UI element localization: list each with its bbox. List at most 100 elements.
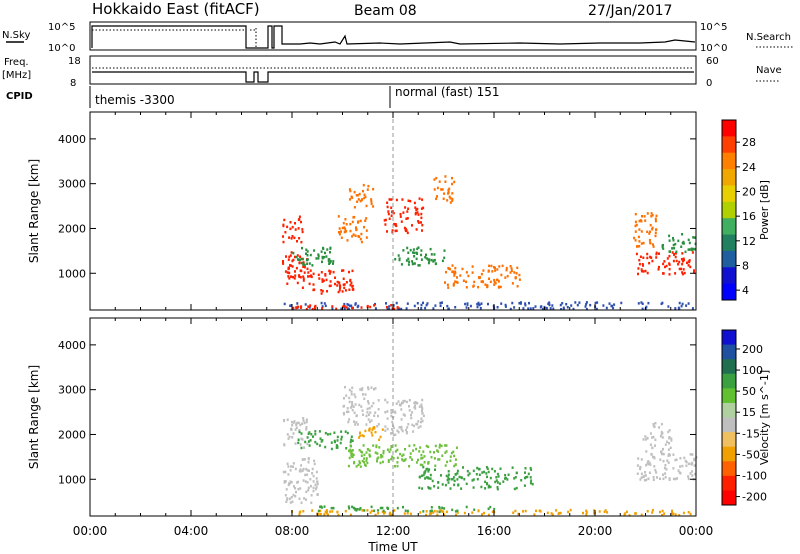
data-cell	[456, 478, 459, 481]
data-cell	[570, 304, 573, 307]
data-cell	[352, 453, 355, 457]
data-cell	[308, 431, 311, 434]
data-cell	[284, 231, 287, 234]
data-cell	[668, 267, 671, 271]
data-cell	[663, 260, 666, 263]
data-cell	[383, 219, 386, 222]
data-cell	[655, 252, 658, 256]
data-cell	[466, 469, 469, 473]
data-cell	[402, 459, 405, 462]
data-cell	[480, 302, 483, 305]
data-cell	[340, 438, 343, 441]
data-cell	[412, 248, 415, 251]
data-cell	[420, 258, 423, 261]
data-cell	[365, 204, 368, 208]
data-cell	[366, 448, 369, 451]
data-cell	[524, 471, 526, 474]
data-cell	[444, 444, 447, 447]
data-cell	[516, 285, 519, 288]
data-cell	[296, 240, 298, 243]
data-cell	[646, 271, 649, 275]
data-cell	[430, 506, 433, 509]
data-cell	[418, 486, 421, 490]
data-cell	[639, 467, 642, 471]
data-cell	[402, 413, 405, 416]
data-cell	[429, 450, 432, 454]
data-cell	[340, 435, 343, 439]
data-cell	[645, 478, 648, 482]
data-cell	[655, 228, 658, 231]
data-cell	[651, 446, 654, 450]
data-region	[317, 505, 496, 514]
data-cell	[352, 233, 355, 236]
data-cell	[344, 385, 346, 389]
data-cell	[484, 480, 487, 484]
data-cell	[420, 221, 422, 224]
data-cell	[481, 471, 484, 474]
data-cell	[321, 260, 323, 264]
data-cell	[465, 505, 468, 509]
freq-tick-bottom: 8	[70, 78, 76, 89]
data-cell	[359, 465, 362, 468]
data-cell	[678, 260, 681, 264]
data-cell	[671, 509, 673, 513]
data-cell	[284, 270, 287, 273]
data-cell	[305, 498, 307, 501]
data-cell	[582, 511, 584, 515]
data-cell	[664, 464, 667, 467]
data-cell	[407, 199, 410, 202]
data-cell	[320, 250, 323, 253]
data-cell	[294, 467, 297, 471]
data-cell	[335, 307, 338, 311]
data-cell	[288, 497, 291, 500]
data-cell	[344, 430, 347, 433]
data-cell	[667, 454, 670, 457]
data-cell	[463, 478, 466, 481]
data-cell	[682, 257, 685, 260]
data-cell	[494, 266, 496, 270]
data-cell	[654, 468, 657, 472]
data-cell	[674, 242, 677, 246]
data-cell	[642, 270, 645, 273]
data-cell	[428, 468, 431, 471]
data-cell	[531, 482, 534, 486]
data-cell	[668, 478, 671, 482]
data-cell	[454, 510, 457, 513]
data-cell	[569, 508, 572, 512]
data-cell	[300, 269, 303, 273]
data-cell	[687, 302, 690, 305]
data-cell	[408, 444, 411, 448]
data-cell	[436, 510, 439, 513]
data-cell	[400, 408, 403, 411]
data-cell	[388, 308, 391, 311]
data-cell	[320, 301, 323, 305]
data-cell	[452, 450, 455, 454]
data-cell	[304, 440, 307, 444]
data-cell	[349, 448, 352, 452]
data-cell	[305, 467, 308, 471]
data-cell	[454, 463, 457, 467]
data-cell	[679, 465, 682, 468]
data-cell	[362, 413, 364, 416]
data-cell	[298, 275, 301, 278]
data-cell	[677, 469, 680, 472]
data-cell	[408, 399, 411, 402]
data-cell	[293, 420, 296, 423]
data-cell	[516, 266, 519, 270]
data-cell	[640, 472, 643, 476]
data-cell	[349, 279, 352, 283]
data-cell	[421, 487, 424, 490]
data-cell	[449, 197, 452, 200]
data-cell	[372, 401, 375, 405]
data-cell	[384, 223, 387, 226]
data-cell	[642, 241, 645, 245]
data-cell	[488, 264, 491, 268]
data-cell	[433, 457, 436, 460]
data-cell	[472, 478, 475, 481]
data-cell	[661, 436, 664, 439]
data-cell	[447, 470, 450, 473]
data-cell	[402, 211, 405, 214]
data-cell	[653, 465, 656, 468]
data-cell	[297, 258, 300, 261]
data-cell	[681, 302, 684, 306]
